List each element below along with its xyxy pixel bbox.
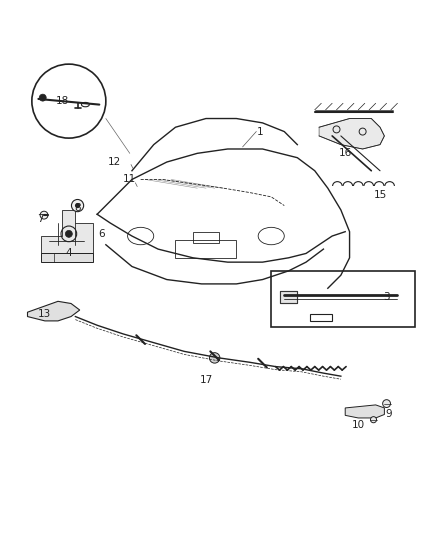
Text: 17: 17 bbox=[199, 375, 212, 385]
Bar bbox=[311, 314, 332, 321]
Bar bbox=[280, 292, 297, 303]
Polygon shape bbox=[319, 118, 385, 149]
Polygon shape bbox=[41, 210, 93, 254]
Text: 8: 8 bbox=[74, 203, 81, 213]
Circle shape bbox=[39, 94, 46, 101]
Text: 15: 15 bbox=[374, 190, 387, 200]
Text: 13: 13 bbox=[38, 309, 52, 319]
Text: 9: 9 bbox=[385, 409, 392, 419]
Bar bbox=[271, 271, 415, 327]
Circle shape bbox=[71, 199, 84, 212]
Text: 11: 11 bbox=[123, 174, 136, 184]
Text: 16: 16 bbox=[339, 148, 352, 158]
Polygon shape bbox=[345, 405, 385, 418]
Bar bbox=[280, 292, 297, 303]
Text: 10: 10 bbox=[352, 421, 365, 430]
Circle shape bbox=[75, 203, 80, 208]
Bar bbox=[176, 240, 237, 258]
Text: 6: 6 bbox=[98, 229, 105, 239]
Text: 3: 3 bbox=[383, 292, 390, 302]
Text: 7: 7 bbox=[37, 214, 44, 224]
Polygon shape bbox=[28, 301, 80, 321]
Bar bbox=[193, 232, 219, 243]
Circle shape bbox=[40, 211, 48, 219]
Text: 18: 18 bbox=[56, 96, 69, 106]
Circle shape bbox=[383, 400, 391, 408]
Bar bbox=[41, 253, 93, 262]
Text: 1: 1 bbox=[257, 126, 264, 136]
Circle shape bbox=[209, 353, 220, 363]
Circle shape bbox=[371, 417, 377, 423]
Text: 4: 4 bbox=[66, 248, 72, 259]
Text: 12: 12 bbox=[108, 157, 121, 167]
Circle shape bbox=[65, 230, 72, 237]
